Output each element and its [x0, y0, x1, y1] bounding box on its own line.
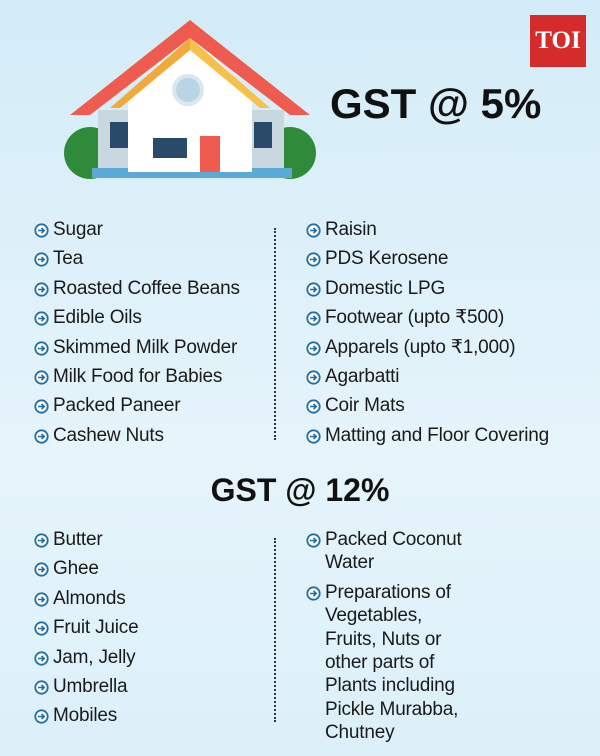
list-item: Packed Paneer — [34, 394, 269, 417]
list-item: Skimmed Milk Powder — [34, 336, 269, 359]
item-text: Packed Coconut Water — [325, 529, 462, 574]
bullet-icon — [306, 370, 321, 385]
bullet-icon — [306, 311, 321, 326]
item-text: Almonds — [53, 587, 126, 609]
item-text: Sugar — [53, 219, 103, 240]
divider — [274, 538, 276, 722]
item-list: Packed Coconut Water Preparations of Vege… — [306, 528, 476, 751]
item-text: Fruit Juice — [53, 617, 139, 639]
item-text: Apparels (upto ₹1,000) — [325, 336, 516, 358]
item-text: Footwear (upto ₹500) — [325, 307, 505, 329]
list-item: Almonds — [34, 587, 269, 610]
item-text: Ghee — [53, 558, 99, 580]
logo: TOI — [530, 15, 586, 67]
bullet-icon — [34, 223, 49, 238]
bullet-icon — [306, 429, 321, 444]
item-text: PDS Kerosene — [325, 248, 449, 270]
item-text: Domestic LPG — [325, 277, 446, 299]
list-item: Raisin — [306, 218, 596, 241]
list-item: Footwear (upto ₹500) — [306, 306, 596, 329]
item-list: Sugar Tea Roasted Coffee Beans Edible Oils S… — [34, 218, 269, 453]
item-text: Roasted Coffee Beans — [53, 277, 240, 299]
list-item: Butter — [34, 528, 269, 551]
list-item: Fruit Juice — [34, 616, 269, 639]
list-item: Milk Food for Babies — [34, 365, 269, 388]
bullet-icon — [34, 399, 49, 415]
bullet-icon — [34, 282, 49, 297]
list-item: Umbrella — [34, 675, 269, 698]
house-illustration — [64, 20, 316, 179]
item-list: Butter Ghee Almonds Fruit Juice Jam, Jelly Um… — [34, 528, 269, 734]
list-item: Tea — [34, 247, 269, 270]
divider — [274, 228, 276, 440]
bullet-icon — [306, 533, 321, 548]
bullet-icon — [34, 429, 49, 444]
item-text: Cashew Nuts — [53, 424, 164, 446]
section-title: GST @ 5% — [330, 80, 542, 127]
item-text: Umbrella — [53, 676, 128, 698]
item-text: Jam, Jelly — [53, 646, 136, 668]
list-item: PDS Kerosene — [306, 247, 596, 270]
list-item: Edible Oils — [34, 306, 269, 329]
list-item: Matting and Floor Covering — [306, 424, 596, 447]
bullet-icon — [34, 252, 49, 268]
bullet-icon — [34, 370, 49, 385]
list-item: Mobiles — [34, 704, 269, 727]
item-text: Raisin — [325, 219, 377, 240]
item-text: Preparations of Vegetables, Fruits, Nuts… — [325, 581, 459, 744]
item-list: Raisin PDS Kerosene Domestic LPG Footwear (… — [306, 218, 596, 453]
list-item: Ghee — [34, 557, 269, 580]
item-text: Edible Oils — [53, 307, 142, 329]
item-text: Agarbatti — [325, 366, 400, 388]
list-item: Sugar — [34, 218, 269, 241]
item-text: Matting and Floor Covering — [325, 424, 549, 446]
list-item: Agarbatti — [306, 365, 596, 388]
bullet-icon — [306, 223, 321, 238]
list-item: Jam, Jelly — [34, 646, 269, 669]
bullet-icon — [34, 680, 49, 695]
section-title: GST @ 12% — [210, 472, 390, 508]
list-item: Apparels (upto ₹1,000) — [306, 336, 596, 359]
bullet-icon — [306, 399, 321, 415]
list-item: Cashew Nuts — [34, 424, 269, 447]
bullet-icon — [34, 621, 49, 636]
item-text: Milk Food for Babies — [53, 366, 223, 388]
bullet-icon — [306, 282, 321, 297]
list-item: Packed Coconut Water — [306, 528, 476, 575]
item-text: Skimmed Milk Powder — [53, 336, 238, 358]
bullet-icon — [34, 311, 49, 326]
bullet-icon — [34, 562, 49, 578]
bullet-icon — [34, 341, 49, 356]
list-item: Preparations of Vegetables, Fruits, Nuts… — [306, 581, 476, 745]
list-item: Roasted Coffee Beans — [34, 277, 269, 300]
bullet-icon — [34, 592, 49, 607]
list-item: Domestic LPG — [306, 277, 596, 300]
item-text: Mobiles — [53, 705, 118, 727]
item-text: Butter — [53, 529, 103, 550]
list-item: Coir Mats — [306, 394, 596, 417]
item-text: Tea — [53, 248, 84, 270]
item-text: Coir Mats — [325, 395, 405, 417]
bullet-icon — [34, 709, 49, 725]
bullet-icon — [306, 586, 321, 601]
bullet-icon — [306, 252, 321, 268]
bullet-icon — [34, 533, 49, 548]
item-text: Packed Paneer — [53, 395, 181, 417]
bullet-icon — [306, 341, 321, 356]
bullet-icon — [34, 651, 49, 666]
